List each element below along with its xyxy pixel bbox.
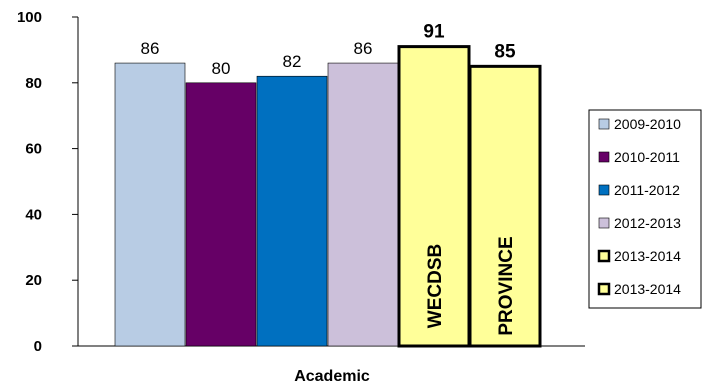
bar-inside-label-5: WECDSB [425,244,446,328]
bar-2 [185,82,257,347]
bar-1 [114,62,186,347]
legend: 2009-2010 2010-2011 2011-2012 2012-2013 2013… [588,109,702,309]
y-tick-label: 20 [25,272,42,289]
legend-swatch-4 [598,217,610,229]
y-tick-label: 40 [25,206,42,223]
bars [114,45,542,348]
y-tick-label: 60 [25,141,42,158]
data-label-6: 85 [494,41,516,62]
data-label-2: 80 [212,59,231,78]
bar-4 [327,62,399,347]
legend-label-3: 2011-2012 [614,182,680,198]
legend-swatch-2 [598,151,610,163]
y-tick-label: 0 [34,338,42,355]
legend-swatch-3 [598,184,610,196]
legend-label-5: 2013-2014 [614,248,681,264]
legend-swatch-6 [597,282,611,296]
legend-label-1: 2009-2010 [614,116,681,132]
legend-label-6: 2013-2014 [614,281,681,297]
legend-label-4: 2012-2013 [614,215,681,231]
legend-box [588,109,702,309]
y-tick-label: 100 [17,9,42,26]
bar-inside-label-6: PROVINCE [496,236,517,335]
data-labels: 86 80 82 86 91 WECDSB 85 PROVINCE [141,22,517,336]
legend-swatch-5 [597,249,611,263]
bar-6 [468,64,542,348]
data-label-4: 86 [354,39,373,58]
bar-3 [256,75,328,347]
data-label-3: 82 [283,52,302,71]
legend-swatch-1 [598,118,610,130]
x-axis-label: Academic [294,368,370,385]
y-tick-label: 80 [25,75,42,92]
data-label-5: 91 [423,22,445,43]
legend-label-2: 2010-2011 [614,149,680,165]
data-label-1: 86 [141,39,160,58]
